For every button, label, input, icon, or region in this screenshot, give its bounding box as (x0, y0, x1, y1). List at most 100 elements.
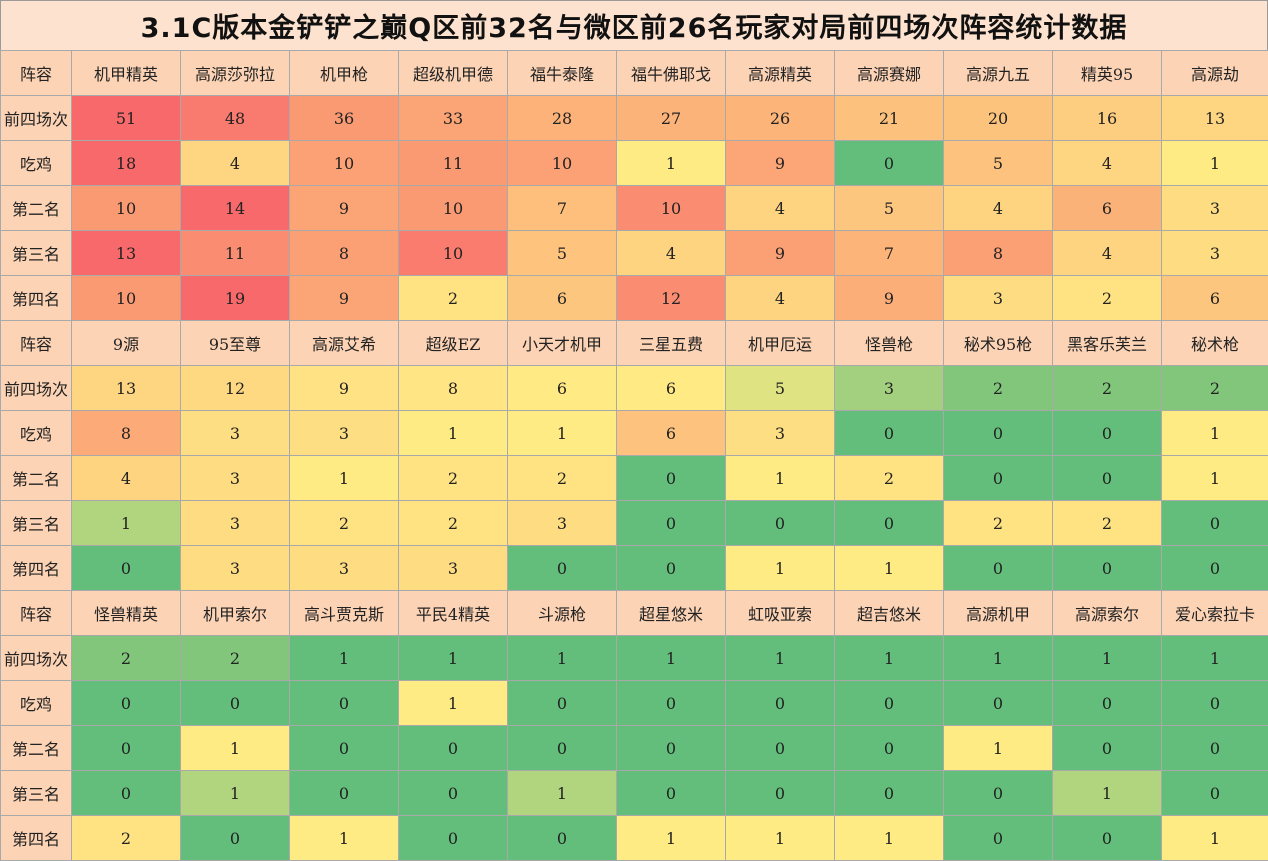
stat-cell: 1 (290, 816, 399, 861)
lineup-name-cell: 爱心索拉卡 (1162, 591, 1268, 636)
stat-cell: 0 (72, 726, 181, 771)
stat-cell: 9 (290, 186, 399, 231)
lineup-name-cell: 高源精英 (726, 51, 835, 96)
stat-cell: 0 (617, 771, 726, 816)
row-label: 阵容 (1, 321, 72, 366)
stat-cell: 9 (726, 141, 835, 186)
lineup-name-cell: 超级机甲德 (399, 51, 508, 96)
sheet-title: 3.1C版本金铲铲之巅Q区前32名与微区前26名玩家对局前四场次阵容统计数据 (0, 0, 1268, 51)
stat-cell: 0 (835, 411, 944, 456)
stat-cell: 1 (508, 636, 617, 681)
stat-cell: 0 (944, 546, 1053, 591)
stat-cell: 0 (835, 726, 944, 771)
stat-cell: 0 (72, 771, 181, 816)
lineup-name-cell: 精英95 (1053, 51, 1162, 96)
row-label: 吃鸡 (1, 411, 72, 456)
stat-cell: 1 (181, 771, 290, 816)
stat-cell: 2 (1053, 501, 1162, 546)
stat-cell: 2 (290, 501, 399, 546)
stat-cell: 2 (72, 636, 181, 681)
stat-cell: 11 (399, 141, 508, 186)
stat-cell: 1 (617, 636, 726, 681)
lineup-name-cell: 高源劫 (1162, 51, 1268, 96)
stat-cell: 1 (1053, 771, 1162, 816)
stat-cell: 5 (835, 186, 944, 231)
stat-cell: 1 (399, 636, 508, 681)
row-label: 吃鸡 (1, 141, 72, 186)
stat-cell: 3 (290, 411, 399, 456)
stat-cell: 0 (181, 816, 290, 861)
stat-cell: 3 (181, 456, 290, 501)
row-label: 阵容 (1, 591, 72, 636)
stat-cell: 3 (181, 501, 290, 546)
lineup-stats-table: 阵容机甲精英高源莎弥拉机甲枪超级机甲德福牛泰隆福牛佛耶戈高源精英高源赛娜高源九五… (0, 50, 1268, 861)
row-label: 第四名 (1, 816, 72, 861)
stat-cell: 3 (726, 411, 835, 456)
stat-cell: 12 (617, 276, 726, 321)
stat-cell: 2 (72, 816, 181, 861)
stat-cell: 1 (944, 726, 1053, 771)
stat-cell: 6 (617, 366, 726, 411)
stat-cell: 9 (290, 276, 399, 321)
stat-cell: 0 (944, 816, 1053, 861)
stat-cell: 1 (1162, 456, 1268, 501)
stat-cell: 0 (726, 501, 835, 546)
stat-cell: 20 (944, 96, 1053, 141)
stat-cell: 4 (726, 276, 835, 321)
stat-cell: 1 (617, 816, 726, 861)
stat-cell: 2 (1053, 366, 1162, 411)
stat-cell: 1 (726, 456, 835, 501)
stat-cell: 0 (617, 726, 726, 771)
stat-cell: 0 (1162, 546, 1268, 591)
stat-cell: 7 (835, 231, 944, 276)
stat-cell: 33 (399, 96, 508, 141)
stat-cell: 4 (726, 186, 835, 231)
stat-cell: 1 (835, 816, 944, 861)
stat-cell: 0 (1053, 411, 1162, 456)
stat-cell: 10 (399, 231, 508, 276)
lineup-header-row: 阵容怪兽精英机甲索尔高斗贾克斯平民4精英斗源枪超星悠米虹吸亚索超吉悠米高源机甲高… (1, 591, 1268, 636)
stat-cell: 0 (835, 501, 944, 546)
stat-cell: 0 (944, 411, 1053, 456)
stat-cell: 0 (508, 546, 617, 591)
stat-cell: 1 (1162, 816, 1268, 861)
stat-cell: 10 (399, 186, 508, 231)
lineup-name-cell: 高源九五 (944, 51, 1053, 96)
stat-cell: 4 (617, 231, 726, 276)
stat-cell: 0 (835, 681, 944, 726)
lineup-name-cell: 虹吸亚索 (726, 591, 835, 636)
stat-cell: 0 (399, 726, 508, 771)
stat-cell: 0 (1053, 546, 1162, 591)
stat-cell: 2 (944, 501, 1053, 546)
stat-cell: 0 (508, 726, 617, 771)
stat-cell: 0 (290, 681, 399, 726)
stat-cell: 19 (181, 276, 290, 321)
stat-cell: 10 (617, 186, 726, 231)
lineup-name-cell: 高源索尔 (1053, 591, 1162, 636)
stat-cell: 1 (726, 546, 835, 591)
stat-cell: 36 (290, 96, 399, 141)
stat-cell: 2 (399, 456, 508, 501)
stat-cell: 18 (72, 141, 181, 186)
stat-cell: 5 (726, 366, 835, 411)
stat-cell: 13 (72, 231, 181, 276)
lineup-name-cell: 怪兽枪 (835, 321, 944, 366)
stat-cell: 0 (1162, 771, 1268, 816)
stat-cell: 0 (1053, 681, 1162, 726)
stat-cell: 6 (508, 366, 617, 411)
stat-cell: 0 (1162, 726, 1268, 771)
stat-cell: 10 (72, 276, 181, 321)
stat-cell: 10 (508, 141, 617, 186)
